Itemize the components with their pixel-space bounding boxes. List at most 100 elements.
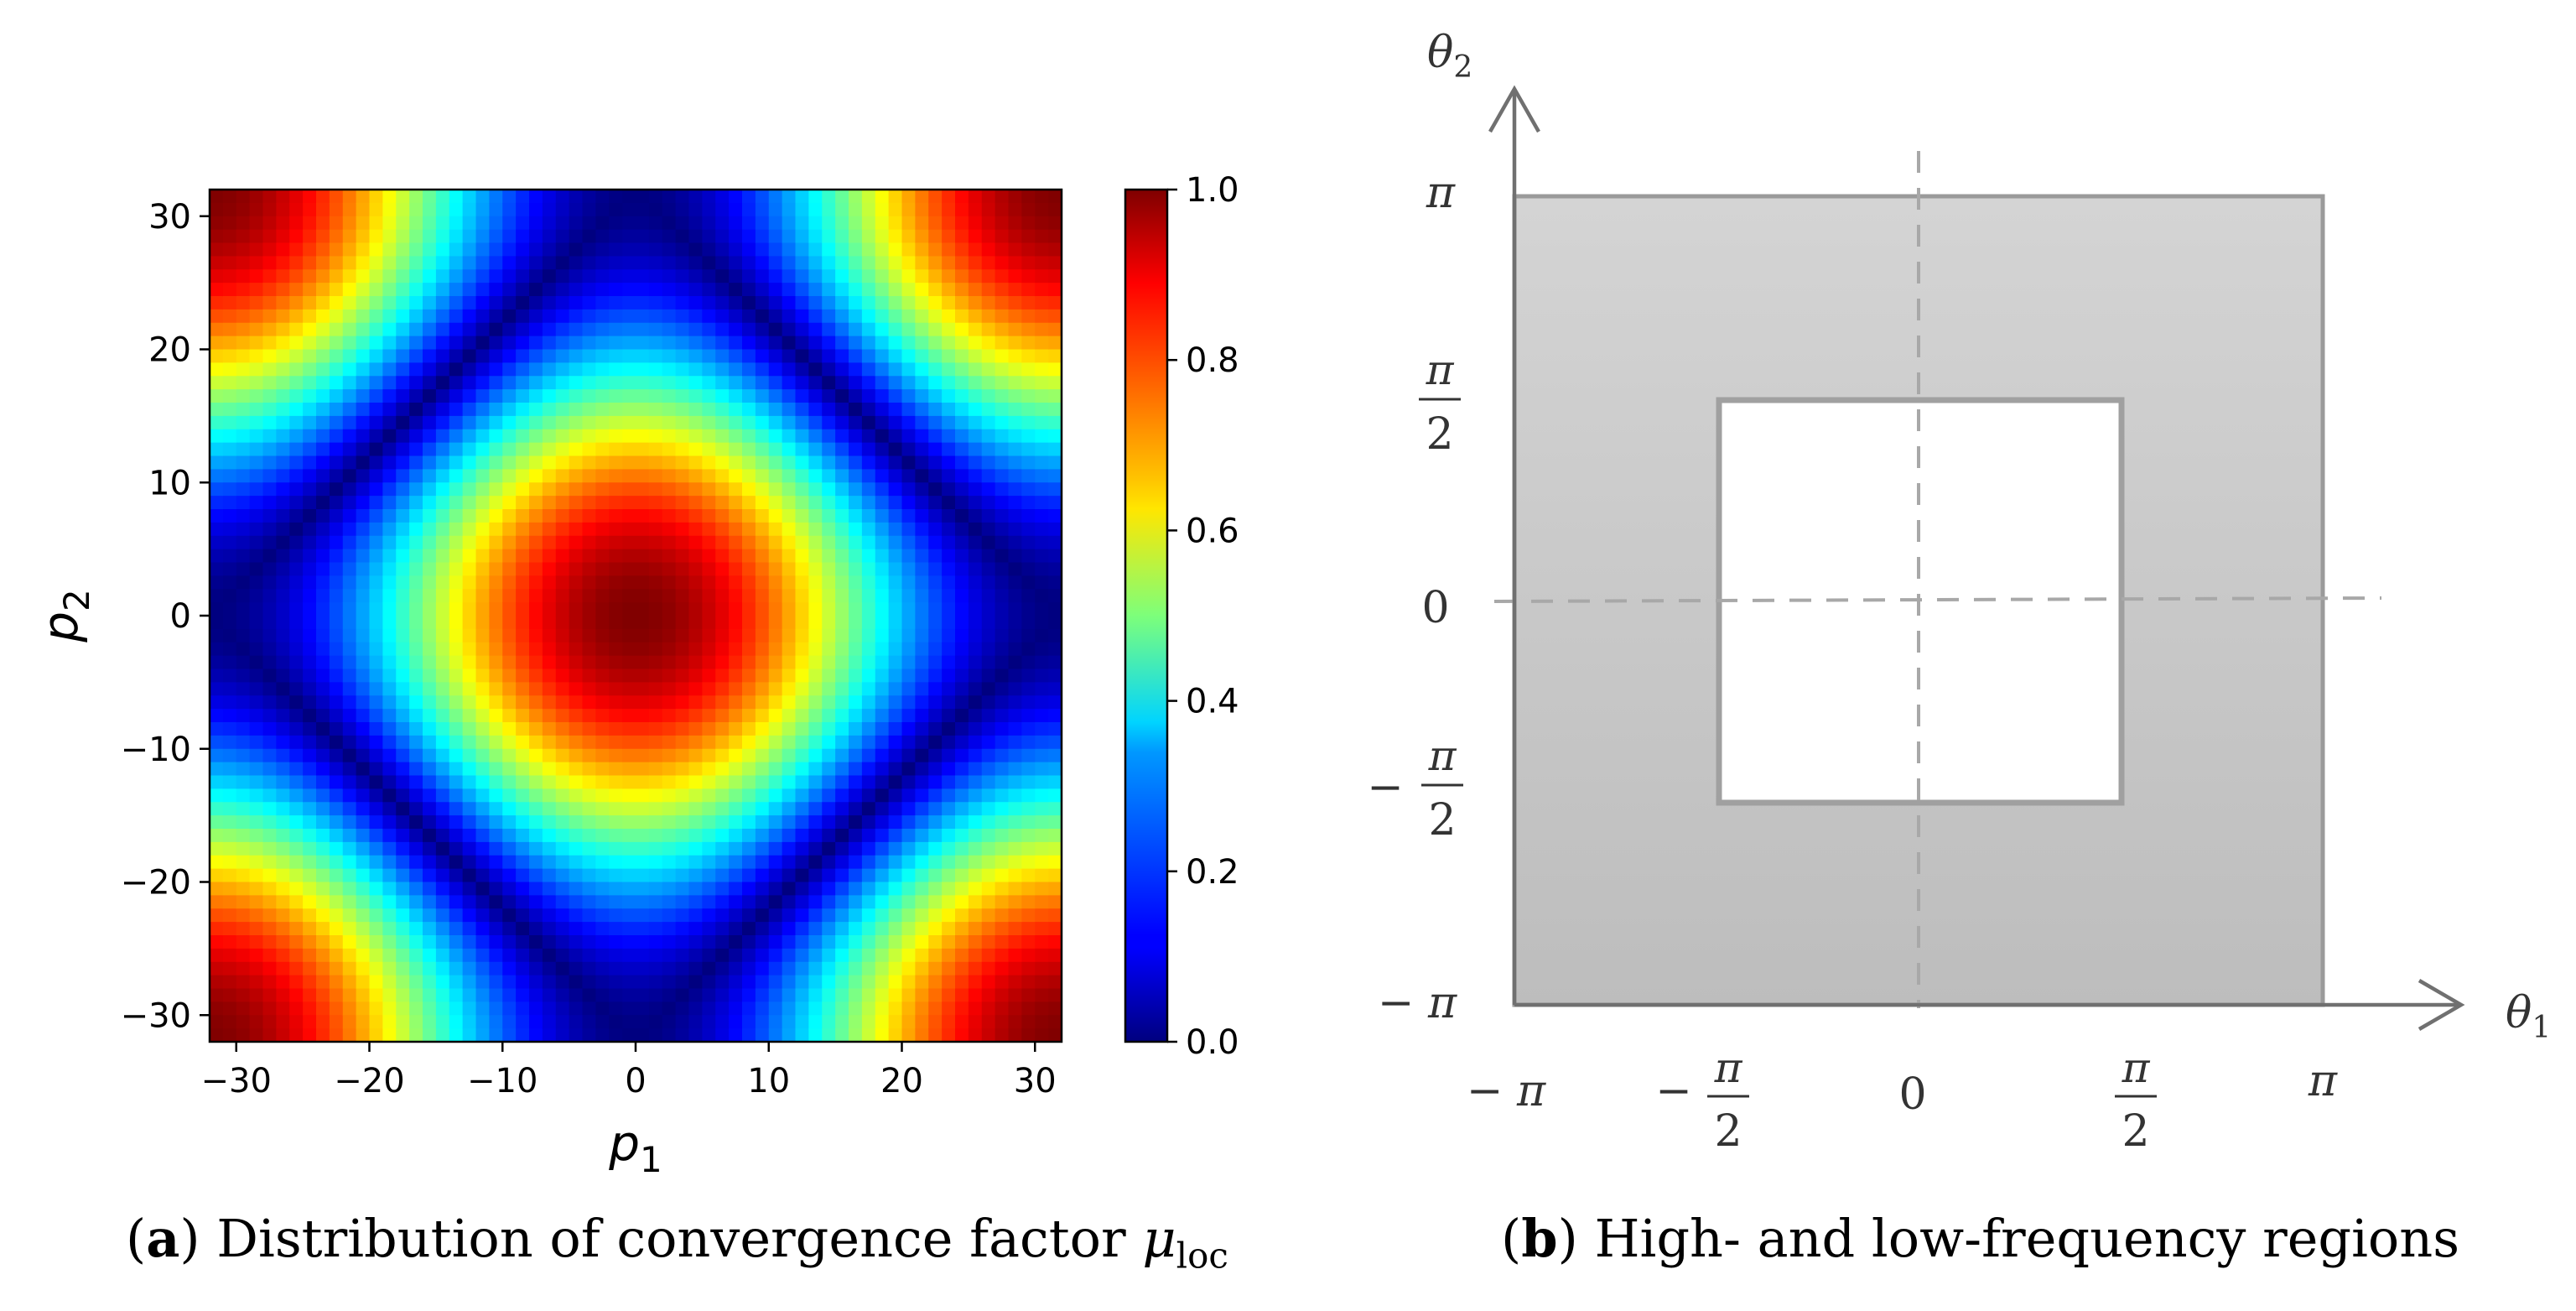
heatmap-cell: [409, 855, 423, 870]
heatmap-cell: [1021, 549, 1036, 564]
heatmap-cell: [968, 256, 983, 270]
heatmap-cell: [475, 948, 490, 963]
heatmap-cell: [835, 376, 849, 390]
heatmap-cell: [968, 616, 983, 630]
heatmap-cell: [995, 908, 1010, 923]
heatmap-cell: [409, 469, 423, 483]
heatmap-cell: [582, 190, 596, 204]
heatmap-cell: [742, 389, 756, 403]
heatmap-cell: [622, 935, 636, 949]
heatmap-cell: [755, 775, 770, 789]
heatmap-cell: [995, 256, 1010, 270]
heatmap-cell: [808, 695, 823, 710]
heatmap-cell: [582, 669, 596, 683]
heatmap-cell: [875, 349, 890, 363]
heatmap-cell: [609, 695, 623, 710]
heatmap-cell: [356, 948, 371, 963]
heatmap-cell: [316, 322, 330, 337]
heatmap-cell: [462, 602, 477, 616]
heatmap-cell: [662, 429, 677, 444]
heatmap-cell: [342, 362, 357, 377]
heatmap-cell: [702, 1015, 716, 1029]
heatmap-cell: [995, 229, 1010, 244]
heatmap-cell: [1048, 389, 1062, 403]
heatmap-cell: [462, 309, 477, 324]
heatmap-cell: [942, 482, 956, 497]
heatmap-cell: [502, 309, 517, 324]
heatmap-cell: [236, 469, 251, 483]
heatmap-cell: [942, 669, 956, 683]
heatmap-cell: [875, 296, 890, 310]
heatmap-cell: [262, 709, 277, 723]
heatmap-cell: [210, 389, 224, 403]
heatmap-cell: [262, 190, 277, 204]
heatmap-cell: [516, 908, 530, 923]
heatmap-cell: [529, 669, 543, 683]
heatmap-cell: [435, 309, 450, 324]
heatmap-cell: [475, 442, 490, 457]
heatmap-cell: [955, 868, 969, 883]
heatmap-cell: [516, 1001, 530, 1016]
heatmap-cell: [1021, 242, 1036, 257]
heatmap-cell: [396, 628, 410, 643]
heatmap-cell: [262, 589, 277, 603]
heatmap-cell: [648, 429, 663, 444]
heatmap-cell: [529, 549, 543, 564]
heatmap-cell: [210, 895, 224, 909]
heatmap-cell: [409, 642, 423, 657]
heatmap-cell: [915, 709, 929, 723]
heatmap-cell: [249, 788, 264, 803]
caption-a-label: a: [146, 1208, 180, 1269]
heatmap-cell: [502, 482, 517, 497]
heatmap-cell: [210, 1001, 224, 1016]
heatmap-cell: [1048, 1001, 1062, 1016]
heatmap-cell: [262, 669, 277, 683]
heatmap-cell: [995, 961, 1010, 976]
heatmap-cell: [942, 389, 956, 403]
heatmap-cell: [289, 895, 304, 909]
heatmap-cell: [675, 202, 690, 217]
heatmap-cell: [475, 469, 490, 483]
heatmap-cell: [569, 562, 584, 576]
heatmap-cell: [888, 642, 903, 657]
heatmap-cell: [609, 709, 623, 723]
heatmap-cell: [396, 403, 410, 417]
heatmap-cell: [249, 895, 264, 909]
heatmap-cell: [409, 735, 423, 750]
heatmap-cell: [782, 296, 797, 310]
heatmap-cell: [622, 682, 636, 696]
heatmap-cell: [742, 336, 756, 351]
heatmap-cell: [582, 829, 596, 843]
heatmap-cell: [782, 442, 797, 457]
heatmap-cell: [742, 655, 756, 670]
heatmap-cell: [928, 722, 943, 736]
heatmap-cell: [222, 535, 237, 550]
heatmap-cell: [609, 190, 623, 204]
heatmap-cell: [262, 1001, 277, 1016]
heatmap-cell: [329, 655, 344, 670]
heatmap-cell: [928, 389, 943, 403]
heatmap-cell: [861, 202, 876, 217]
heatmap-cell: [675, 535, 690, 550]
heatmap-cell: [702, 455, 716, 470]
heatmap-cell: [915, 616, 929, 630]
heatmap-cell: [516, 562, 530, 576]
heatmap-cell: [648, 482, 663, 497]
heatmap-cell: [396, 549, 410, 564]
heatmap-cell: [729, 455, 743, 470]
heatmap-cell: [648, 882, 663, 896]
heatmap-cell: [516, 1028, 530, 1043]
heatmap-cell: [981, 628, 996, 643]
heatmap-cell: [582, 429, 596, 444]
heatmap-cell: [609, 882, 623, 896]
heatmap-cell: [210, 988, 224, 1002]
heatmap-cell: [423, 549, 437, 564]
heatmap-cell: [901, 948, 916, 963]
heatmap-cell: [849, 602, 863, 616]
caption-a-symbol: μ: [1142, 1208, 1176, 1269]
heatmap-cell: [276, 469, 290, 483]
heatmap-cell: [1035, 722, 1049, 736]
heatmap-cell: [795, 815, 809, 830]
heatmap-cell: [995, 349, 1010, 363]
